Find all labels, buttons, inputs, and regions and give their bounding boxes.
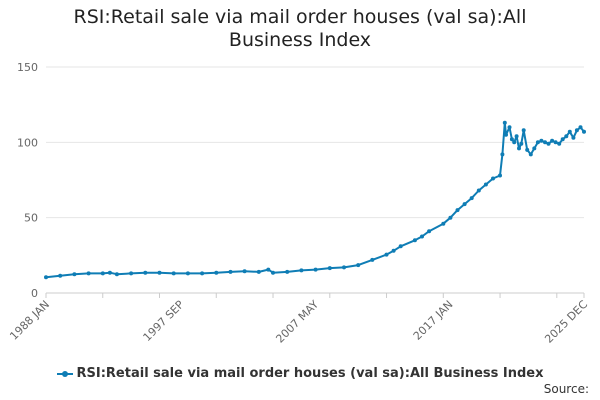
data-point: [532, 146, 537, 151]
data-point: [114, 272, 119, 277]
y-tick-label: 150: [17, 61, 38, 74]
data-point: [535, 140, 540, 145]
data-point: [448, 215, 453, 220]
data-point: [514, 134, 519, 139]
data-point: [342, 265, 346, 270]
data-point: [86, 271, 91, 276]
data-point: [521, 128, 526, 133]
data-point: [441, 221, 446, 226]
y-tick-label: 50: [24, 212, 38, 225]
data-point: [502, 120, 507, 125]
data-point: [391, 248, 396, 253]
data-point: [228, 269, 233, 274]
grid-lines: [46, 66, 584, 219]
x-tick-label: 2017 JAN: [411, 298, 456, 343]
x-tick-label: 2025 DEC: [542, 298, 590, 346]
data-point: [100, 271, 105, 276]
chart-title: RSI:Retail sale via mail order houses (v…: [73, 6, 527, 51]
data-point: [271, 270, 275, 275]
data-point: [525, 147, 530, 152]
data-point: [256, 269, 261, 274]
data-point: [491, 176, 495, 181]
data-point: [266, 267, 271, 272]
data-point: [171, 271, 176, 276]
x-tick-label: 1988 JAN: [7, 298, 52, 343]
data-point: [200, 271, 205, 276]
data-point: [550, 138, 555, 143]
x-tick-labels: 1988 JAN 1997 SEP 2007 MAY 2017 JAN 2025 DEC: [7, 298, 590, 346]
data-point: [157, 270, 162, 275]
data-point: [356, 263, 361, 268]
data-point: [476, 188, 481, 193]
data-point: [571, 135, 576, 140]
data-point: [420, 234, 424, 239]
data-point: [299, 268, 304, 273]
data-point: [517, 146, 521, 151]
data-point: [327, 266, 332, 271]
data-point: [469, 196, 474, 201]
source-label: Source:: [543, 382, 589, 396]
data-point: [427, 229, 432, 234]
axes: [45, 292, 585, 298]
data-point: [504, 132, 508, 137]
data-point: [398, 244, 403, 249]
data-point: [528, 152, 533, 157]
data-point: [557, 141, 562, 146]
data-point: [498, 173, 502, 178]
legend-marker-icon: [56, 369, 73, 379]
data-point: [455, 208, 460, 213]
data-point: [58, 273, 63, 278]
data-point: [564, 134, 569, 139]
data-point: [509, 137, 514, 142]
data-point: [483, 182, 488, 187]
data-point: [462, 202, 467, 207]
data-point: [384, 252, 389, 257]
y-tick-labels: 0 50 100 150: [17, 61, 38, 300]
data-point: [543, 140, 547, 145]
series-line: [45, 121, 585, 279]
legend-label: RSI:Retail sale via mail order houses (v…: [76, 366, 544, 381]
data-point: [507, 125, 512, 130]
x-tick-label: 1997 SEP: [141, 298, 187, 344]
data-point: [129, 271, 134, 276]
data-point: [567, 129, 572, 134]
series-group: [44, 120, 586, 280]
x-tick-label: 2007 MAY: [273, 298, 321, 346]
data-point: [519, 141, 524, 146]
legend: RSI:Retail sale via mail order houses (v…: [0, 366, 600, 381]
data-point: [582, 129, 586, 134]
data-point: [185, 271, 190, 276]
data-point: [214, 270, 219, 275]
data-point: [370, 257, 375, 262]
data-point: [574, 128, 579, 133]
data-point: [44, 275, 48, 280]
data-point: [578, 125, 583, 130]
data-point: [143, 270, 148, 275]
data-point: [107, 270, 112, 275]
y-tick-label: 0: [31, 287, 38, 300]
data-point: [242, 269, 247, 274]
data-point: [412, 238, 417, 243]
y-tick-label: 100: [17, 136, 38, 149]
data-point: [500, 152, 505, 157]
data-point: [72, 272, 77, 277]
data-point: [512, 140, 517, 145]
data-point: [553, 140, 558, 145]
data-point: [285, 269, 290, 274]
data-point: [560, 137, 565, 142]
data-point: [313, 267, 318, 272]
data-point: [539, 138, 544, 143]
data-point: [546, 141, 551, 146]
